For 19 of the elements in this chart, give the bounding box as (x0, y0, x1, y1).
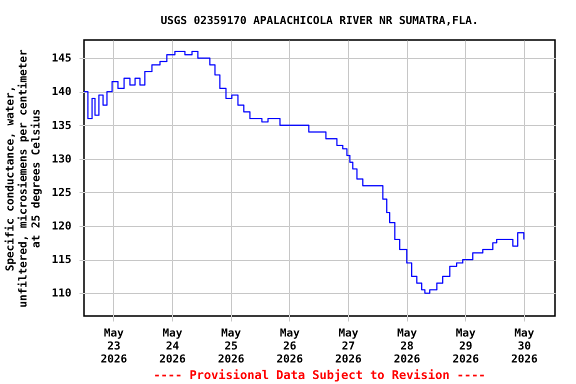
y-tick-label: 145 (52, 52, 72, 65)
chart-title: USGS 02359170 APALACHICOLA RIVER NR SUMATRA,FLA. (160, 14, 478, 27)
x-tick-label: May 29 2026 (452, 326, 480, 366)
x-tick-label: May 26 2026 (276, 326, 304, 366)
x-tick-label: May 24 2026 (159, 326, 186, 366)
y-tick-label: 130 (52, 152, 72, 166)
y-tick-label: 135 (52, 118, 72, 132)
x-tick-label: May 25 2026 (218, 326, 245, 366)
y-axis-title: Specific conductance, water, unfiltered, microsiemens per centimeter at 25 degrees Celsius (4, 48, 43, 308)
x-tick-label: May 27 2026 (335, 326, 362, 366)
y-tick-label: 120 (52, 220, 72, 233)
y-tick-label: 140 (52, 85, 72, 98)
y-tick-label: 125 (52, 186, 72, 199)
y-tick-label: 110 (52, 286, 72, 300)
x-tick-label: May 23 2026 (100, 326, 128, 366)
y-tick-label: 115 (52, 253, 72, 266)
x-tick-label: May 30 2026 (511, 326, 538, 366)
text: ---- Provisional Data Subject to Revision ---- (153, 368, 486, 382)
x-tick-label: May 28 2026 (394, 326, 421, 366)
